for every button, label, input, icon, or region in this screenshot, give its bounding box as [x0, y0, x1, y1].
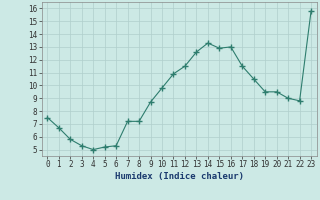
X-axis label: Humidex (Indice chaleur): Humidex (Indice chaleur)	[115, 172, 244, 181]
